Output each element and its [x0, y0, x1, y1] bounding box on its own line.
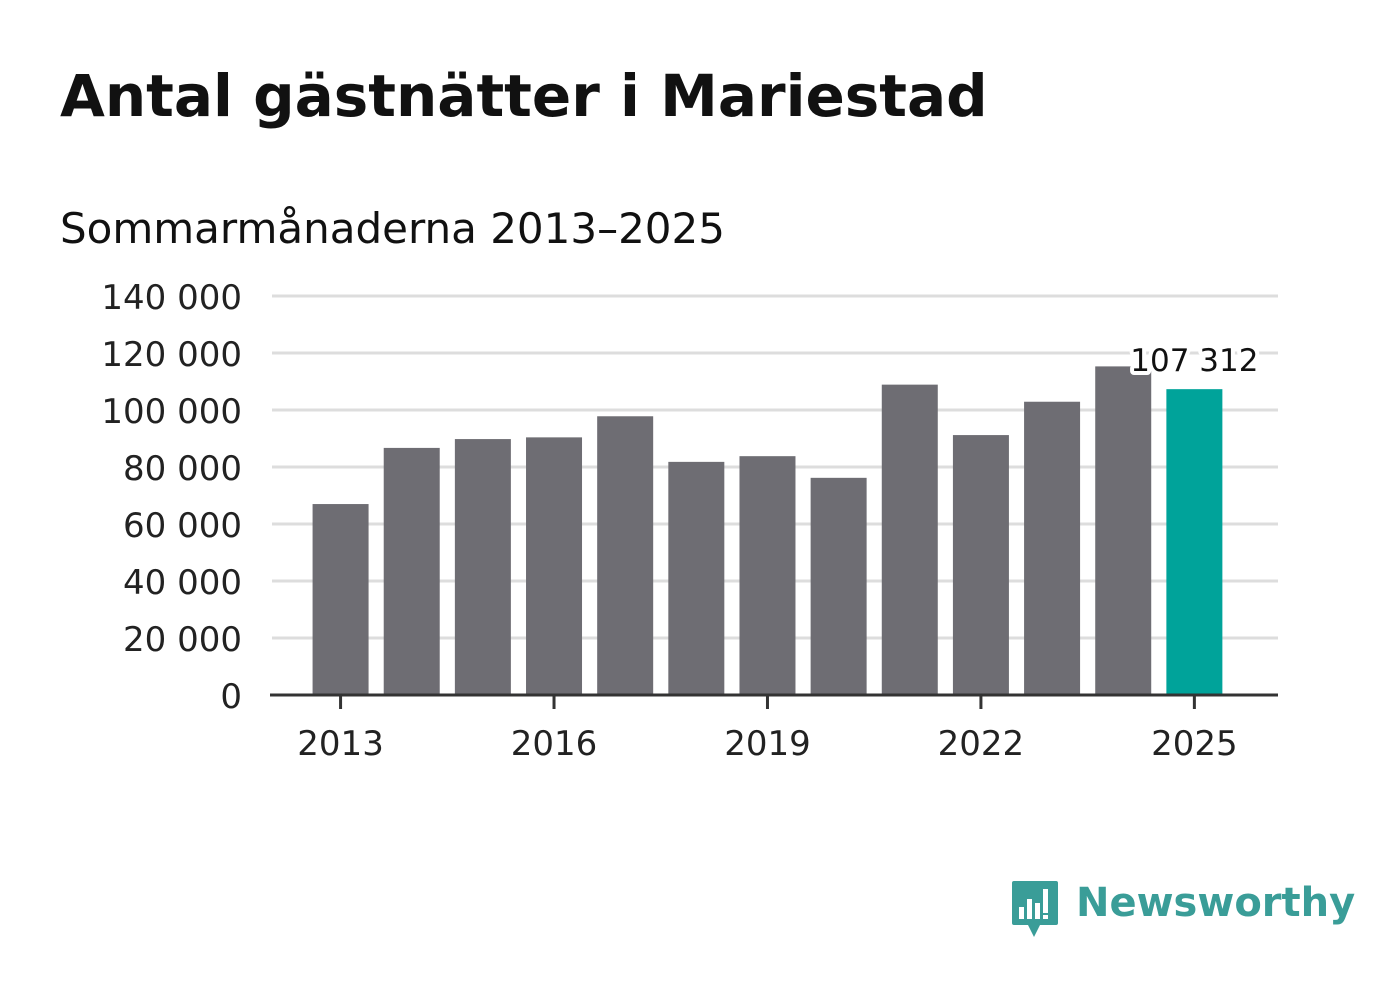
x-axis-ticks: 2013 2016 2019 2022 2025 — [297, 695, 1238, 764]
x-tick-label: 2016 — [511, 724, 598, 764]
x-tick-label: 2022 — [938, 724, 1025, 764]
chart-subtitle: Sommarmånaderna 2013–2025 — [60, 204, 725, 253]
bar-2025 — [1166, 389, 1223, 695]
x-tick-label: 2013 — [297, 724, 384, 764]
bar-2015 — [454, 439, 511, 695]
y-tick-label: 80 000 — [123, 449, 242, 489]
newsworthy-chart-bubble-icon — [1012, 881, 1058, 937]
data-label-halo: 107 312 — [1130, 343, 1258, 379]
bar-2017 — [597, 416, 654, 695]
y-tick-label: 0 — [220, 677, 242, 717]
chart-title: Antal gästnätter i Mariestad — [60, 62, 988, 130]
bar-2022 — [952, 435, 1009, 695]
x-tick-label: 2025 — [1151, 724, 1238, 764]
y-tick-label: 120 000 — [101, 335, 242, 375]
y-tick-label: 40 000 — [123, 563, 242, 603]
newsworthy-brand: Newsworthy — [1010, 878, 1355, 942]
bar-2018 — [668, 461, 725, 695]
y-tick-label: 20 000 — [123, 620, 242, 660]
y-tick-label: 100 000 — [101, 392, 242, 432]
bar-2021 — [881, 384, 938, 695]
brand-name: Newsworthy — [1076, 880, 1356, 926]
bar-2013 — [312, 504, 369, 695]
y-axis-tick-labels: 0 20 000 40 000 60 000 80 000 100 000 120 000 1… — [101, 278, 242, 717]
y-tick-label: 60 000 — [123, 506, 242, 546]
bar-2020 — [810, 477, 867, 695]
bar-2014 — [383, 447, 440, 695]
bar-2016 — [526, 437, 583, 695]
y-tick-label: 140 000 — [101, 278, 242, 318]
bars — [312, 366, 1223, 695]
data-label-2025: 107 312 — [1130, 343, 1258, 379]
x-tick-label: 2019 — [724, 724, 811, 764]
bar-2019 — [739, 456, 796, 695]
bar-2023 — [1024, 401, 1081, 695]
bar-2024 — [1095, 366, 1152, 695]
